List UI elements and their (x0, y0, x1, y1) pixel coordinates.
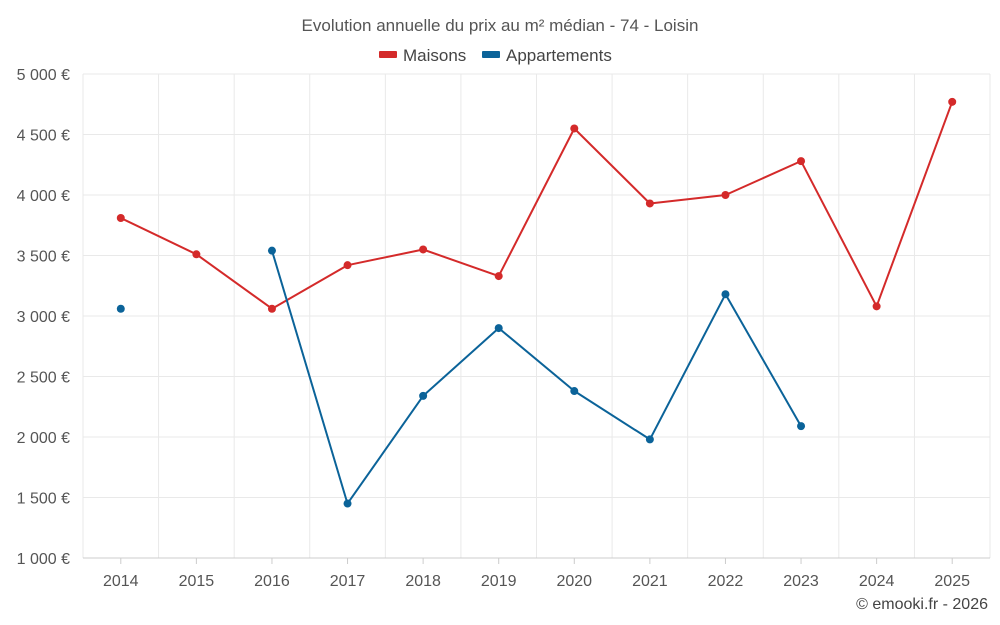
data-point-appartements-2017[interactable] (343, 499, 352, 508)
y-tick-label-1000: 1 000 € (17, 551, 70, 568)
x-tick-label-2023: 2023 (783, 573, 819, 590)
y-tick-label-4000: 4 000 € (17, 188, 70, 205)
series-line-appartements (271, 250, 802, 505)
y-tick-label-2000: 2 000 € (17, 430, 70, 447)
plot-series (116, 97, 957, 508)
data-point-appartements-2023[interactable] (797, 422, 806, 431)
legend-item-appartements[interactable]: Appartements (482, 46, 612, 65)
x-tick-label-2022: 2022 (708, 573, 744, 590)
y-tick-label-4500: 4 500 € (17, 128, 70, 145)
y-gridlines (83, 73, 990, 498)
x-tick-label-2015: 2015 (179, 573, 215, 590)
data-point-maisons-2018[interactable] (419, 245, 428, 254)
x-tick-label-2016: 2016 (254, 573, 290, 590)
x-tick-label-2020: 2020 (556, 573, 592, 590)
x-tick-label-2017: 2017 (330, 573, 366, 590)
data-point-appartements-2021[interactable] (645, 435, 654, 444)
data-point-maisons-2022[interactable] (721, 191, 730, 199)
y-tick-label-5000: 5 000 € (17, 67, 70, 84)
x-tick-label-2019: 2019 (481, 573, 517, 590)
y-tick-label-2500: 2 500 € (17, 370, 70, 387)
legend-item-maisons[interactable]: Maisons (379, 46, 466, 65)
data-point-appartements-2020[interactable] (570, 387, 579, 396)
data-point-maisons-2021[interactable] (645, 199, 654, 208)
data-point-appartements-2016[interactable] (267, 246, 276, 255)
x-axis-labels: 2014 2015 2016 2017 2018 2019 2020 2021 2022 2023… (103, 558, 970, 590)
data-point-maisons-2024[interactable] (872, 302, 881, 311)
credit-text: © emooki.fr - 2026 (856, 596, 988, 613)
legend: Maisons Appartements (379, 46, 612, 65)
x-tick-label-2024: 2024 (859, 573, 895, 590)
y-tick-label-3500: 3 500 € (17, 249, 70, 266)
x-tick-label-2021: 2021 (632, 573, 668, 590)
data-point-appartements-2022[interactable] (721, 290, 730, 299)
legend-label-appartements: Appartements (506, 46, 612, 65)
series-maisons (116, 97, 957, 313)
x-tick-label-2018: 2018 (405, 573, 441, 590)
data-point-maisons-2014[interactable] (116, 213, 125, 222)
data-point-maisons-2023[interactable] (797, 157, 806, 166)
data-point-maisons-2016[interactable] (267, 304, 276, 313)
y-tick-label-3000: 3 000 € (17, 309, 70, 326)
x-tick-label-2025: 2025 (934, 573, 970, 590)
legend-label-maisons: Maisons (403, 46, 466, 65)
legend-swatch-appartements (482, 51, 500, 58)
data-point-appartements-2018[interactable] (419, 391, 428, 400)
x-tick-label-2014: 2014 (103, 573, 139, 590)
legend-swatch-maisons (379, 51, 397, 58)
series-line-maisons (120, 101, 954, 310)
data-point-maisons-2025[interactable] (948, 97, 957, 106)
chart-title: Evolution annuelle du prix au m² médian … (302, 16, 699, 35)
data-point-appartements-2014[interactable] (116, 304, 125, 313)
series-appartements (116, 246, 806, 508)
data-point-maisons-2019[interactable] (494, 272, 503, 281)
data-point-maisons-2017[interactable] (343, 261, 352, 270)
data-point-appartements-2019[interactable] (494, 324, 503, 333)
data-point-maisons-2015[interactable] (192, 250, 201, 259)
data-point-maisons-2020[interactable] (570, 124, 579, 133)
y-tick-label-1500: 1 500 € (17, 491, 70, 508)
y-axis-labels: 1 000 € 1 500 € 2 000 € 2 500 € 3 000 € 3 500… (17, 67, 70, 568)
